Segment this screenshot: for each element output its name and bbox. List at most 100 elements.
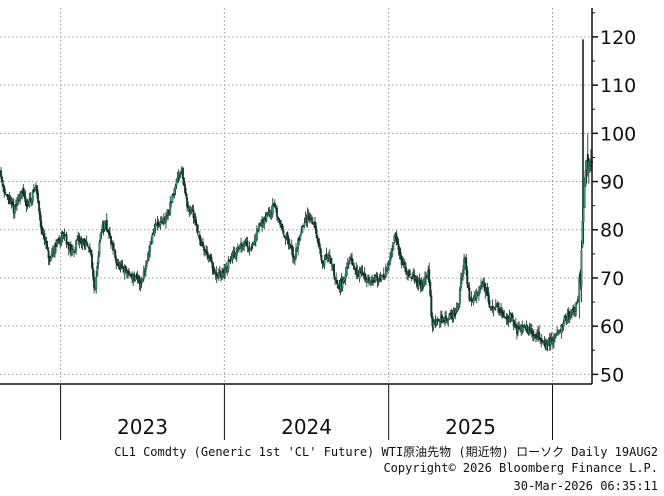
candle-body <box>75 240 78 250</box>
candle-body <box>95 277 98 290</box>
candle-body <box>450 312 453 315</box>
candle-body <box>367 276 370 282</box>
candle-body <box>326 257 329 261</box>
candle-body <box>203 246 205 251</box>
candle-body <box>575 303 578 312</box>
candle-body <box>156 221 159 225</box>
candle-body <box>3 186 6 193</box>
candle-body <box>98 242 101 256</box>
candle-body <box>2 183 5 187</box>
candle-body <box>153 228 156 235</box>
candle-body <box>323 259 326 265</box>
candle-body <box>174 186 177 190</box>
candle-body <box>310 221 313 223</box>
candle-body <box>237 248 240 250</box>
candle-body <box>244 242 247 244</box>
candle-body <box>320 255 323 261</box>
candle-body <box>4 191 7 194</box>
candles <box>0 39 593 352</box>
candle-body <box>282 230 285 234</box>
candle-body <box>417 281 420 286</box>
candle-body <box>97 256 100 265</box>
candle-body <box>31 191 34 202</box>
candle-body <box>583 179 586 208</box>
candle-body <box>552 338 555 342</box>
candle-body <box>351 257 353 264</box>
candle-body <box>39 211 42 221</box>
candle-body <box>192 209 195 219</box>
candle-body <box>560 324 563 334</box>
candle-body <box>99 233 102 241</box>
candle-body <box>85 241 88 245</box>
candle-body <box>392 242 395 251</box>
candle-body <box>315 225 318 234</box>
candle-body <box>96 265 99 277</box>
candle-body <box>20 192 23 196</box>
candle-body <box>396 237 399 245</box>
candle-body <box>172 193 175 196</box>
candle-body <box>384 267 387 277</box>
candle-body <box>49 257 52 262</box>
candle-body <box>480 285 482 289</box>
candle-body <box>556 332 559 336</box>
candle-body <box>523 326 526 328</box>
candle-body <box>124 266 127 272</box>
candle-body <box>186 197 189 207</box>
candle-body <box>454 310 457 314</box>
candle-body <box>400 258 403 265</box>
candle-body <box>411 277 414 279</box>
candle-body <box>279 220 282 225</box>
candle-body <box>413 274 416 282</box>
candle-body <box>115 258 118 264</box>
candle-body <box>388 264 390 266</box>
candle-body <box>309 217 312 220</box>
candle-body <box>149 245 152 252</box>
candle-body <box>43 233 46 241</box>
candle-body <box>169 202 172 214</box>
candle-body <box>38 200 41 212</box>
y-tick-label: 80 <box>600 220 624 242</box>
y-tick-label: 50 <box>600 364 624 386</box>
candle-body <box>110 235 112 244</box>
y-tick-label: 70 <box>600 268 624 290</box>
candle-body <box>581 221 584 247</box>
candle-body <box>408 271 411 277</box>
candle-body <box>380 276 383 280</box>
candle-body <box>278 218 281 221</box>
candle-body <box>218 270 221 273</box>
y-tick-label: 60 <box>600 316 624 338</box>
candle-body <box>518 326 521 330</box>
candle-body <box>358 269 361 279</box>
candle-body <box>142 271 145 280</box>
candle-body <box>0 170 3 178</box>
candle-body <box>128 271 130 275</box>
candle-body <box>288 244 291 246</box>
candle-body <box>374 275 377 281</box>
candle-body <box>433 319 436 322</box>
candle-body <box>468 287 471 301</box>
candle-body <box>150 243 153 245</box>
candle-body <box>73 251 75 253</box>
candle-body <box>402 261 405 266</box>
candle-body <box>511 315 514 319</box>
candle-body <box>472 298 475 304</box>
candle-body <box>543 341 546 343</box>
candle-body <box>165 215 167 223</box>
candle-body <box>29 197 32 201</box>
candle-body <box>291 247 294 258</box>
candle-body <box>569 312 572 316</box>
candle-body <box>493 308 496 311</box>
candle-body <box>584 170 587 186</box>
candle-body <box>582 206 585 223</box>
candle-body <box>564 315 567 319</box>
candle-body <box>568 316 571 319</box>
candle-body <box>204 250 207 252</box>
candle-body <box>33 188 36 191</box>
candle-body <box>353 265 356 270</box>
candle-body <box>300 231 303 235</box>
candle-body <box>371 281 374 283</box>
candle-body <box>217 272 220 278</box>
candle-body <box>466 269 469 285</box>
candle-body <box>345 267 348 276</box>
candle-body <box>23 191 26 198</box>
